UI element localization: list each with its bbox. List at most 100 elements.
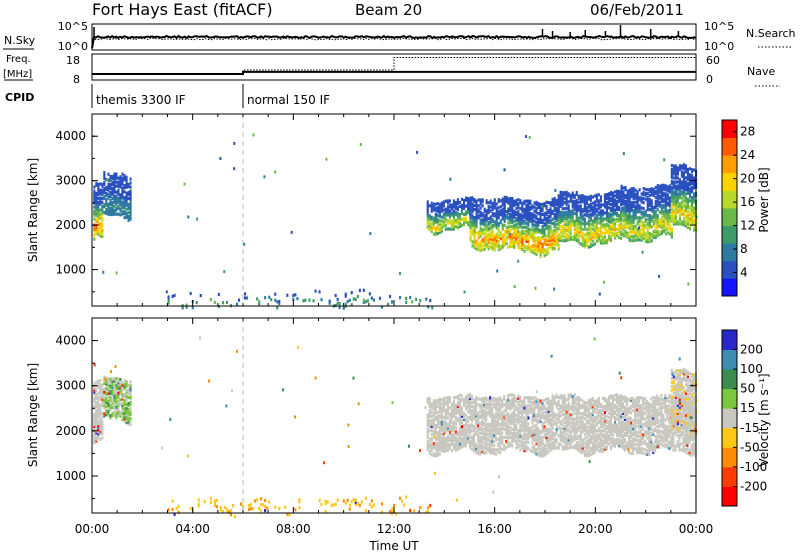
range-gate-cell (509, 244, 512, 248)
range-gate-cell (567, 415, 570, 420)
range-gate-cell (467, 197, 470, 201)
range-gate-cell (571, 396, 574, 401)
range-gate-cell (117, 403, 120, 407)
range-gate-cell (93, 437, 96, 441)
range-gate-cell (527, 223, 530, 227)
range-gate-cell (485, 412, 488, 416)
range-gate-cell (501, 239, 504, 243)
range-gate-cell (561, 225, 564, 229)
range-gate-cell (99, 188, 102, 192)
range-gate-cell (434, 438, 437, 442)
range-gate-cell (559, 228, 562, 232)
range-gate-cell (634, 238, 637, 242)
range-gate-cell (611, 195, 614, 199)
range-gate-cell (583, 429, 586, 433)
range-gate-cell (634, 214, 637, 218)
range-gate-cell (121, 411, 124, 415)
range-gate-cell (103, 205, 106, 209)
range-gate-cell (489, 235, 492, 239)
range-gate-cell (103, 406, 106, 410)
range-gate-cell (501, 237, 504, 241)
range-gate-cell (113, 172, 116, 176)
range-gate-cell (121, 188, 124, 192)
range-gate-cell (549, 420, 552, 424)
range-gate-cell (436, 208, 439, 212)
range-gate-cell (545, 216, 548, 220)
range-gate-cell (505, 429, 508, 434)
range-gate-cell (614, 198, 617, 202)
range-gate-cell (557, 401, 560, 405)
range-gate-cell (95, 425, 98, 429)
range-gate-cell (469, 439, 472, 443)
range-gate-cell (634, 224, 637, 228)
range-gate-cell (589, 428, 592, 432)
range-gate-cell (485, 223, 488, 227)
range-gate-cell (380, 305, 383, 309)
range-gate-cell (587, 399, 590, 403)
range-gate-cell (585, 421, 588, 425)
range-gate-cell (543, 398, 546, 402)
range-gate-cell (549, 430, 552, 434)
range-gate-cell (127, 218, 130, 223)
range-gate-cell (575, 234, 578, 239)
range-gate-cell (650, 187, 653, 191)
range-gate-cell (107, 178, 110, 182)
range-gate-cell (585, 439, 588, 444)
range-gate-cell (99, 212, 102, 216)
range-gate-cell (626, 199, 629, 203)
range-gate-cell (517, 216, 520, 220)
range-gate-cell (616, 231, 619, 235)
range-gate-cell (622, 234, 625, 238)
range-gate-cell (436, 431, 439, 435)
range-gate-cell (411, 300, 414, 304)
range-gate-cell (458, 407, 461, 411)
range-gate-cell (642, 197, 645, 201)
range-gate-cell (664, 184, 667, 188)
range-gate-cell (543, 238, 546, 242)
range-gate-cell (460, 418, 463, 422)
range-gate-cell (475, 446, 478, 451)
range-gate-cell (450, 205, 453, 209)
range-gate-cell (503, 427, 506, 431)
range-gate-cell (545, 419, 548, 423)
range-gate-cell (579, 442, 582, 446)
range-gate-cell (463, 220, 466, 224)
range-gate-cell (541, 236, 544, 240)
range-gate-cell (519, 201, 522, 205)
range-gate-cell (493, 433, 496, 437)
range-gate-cell (119, 201, 122, 205)
range-gate-cell (549, 207, 552, 211)
range-gate-cell (491, 429, 494, 433)
range-gate-cell (535, 202, 538, 206)
range-gate-cell (93, 227, 96, 231)
range-gate-cell (573, 423, 576, 427)
range-gate-cell (489, 398, 492, 402)
range-gate-cell (531, 419, 534, 423)
range-gate-cell (438, 212, 441, 216)
range-gate-cell (583, 197, 586, 201)
range-gate-cell (563, 408, 566, 412)
range-gate-cell (693, 226, 696, 230)
range-gate-cell (646, 218, 649, 222)
range-gate-cell (483, 435, 486, 439)
range-gate-cell (511, 401, 514, 405)
range-gate-cell (571, 423, 574, 427)
range-gate-cell (471, 206, 474, 210)
range-gate-cell (670, 233, 673, 237)
range-gate-cell (660, 229, 663, 233)
range-gate-cell (503, 239, 506, 243)
range-gate-cell (593, 218, 596, 222)
range-gate-cell (438, 206, 441, 210)
range-gate-cell (585, 197, 588, 201)
range-gate-cell (318, 290, 321, 294)
range-gate-cell (460, 223, 463, 227)
range-gate-cell (485, 439, 488, 443)
range-gate-cell (691, 200, 694, 204)
range-gate-cell (485, 199, 488, 203)
range-gate-cell (611, 199, 614, 203)
range-gate-cell (123, 210, 126, 214)
range-gate-cell (571, 219, 574, 223)
range-gate-cell (487, 247, 490, 251)
range-gate-cell (691, 196, 694, 200)
range-gate-cell (525, 440, 528, 444)
